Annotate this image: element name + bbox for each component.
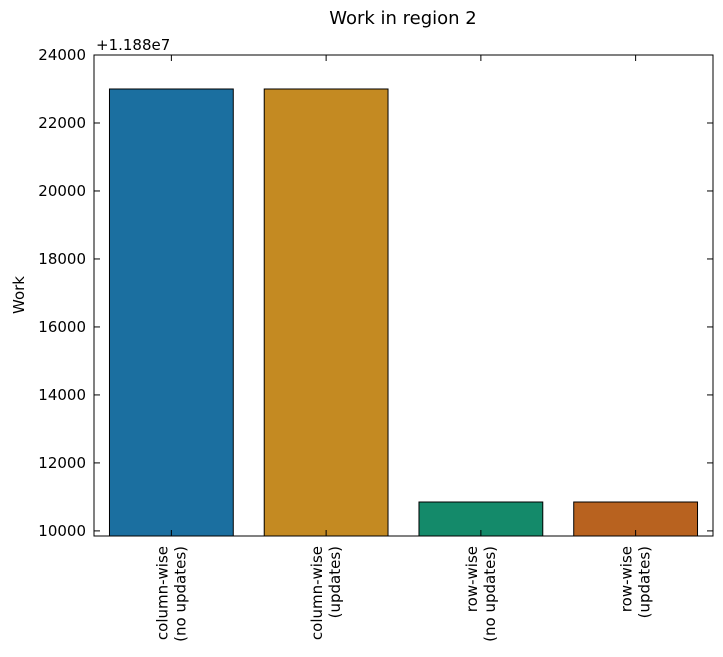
bars-group bbox=[108, 88, 699, 537]
y-tick-label-2: 12000 bbox=[38, 454, 86, 472]
x-tick-label-2-line-1: column-wise bbox=[308, 546, 326, 640]
y-axis-ticks: 10000 12000 14000 16000 18000 20000 22000 24000 bbox=[38, 46, 713, 540]
x-tick-label-1-line-2: (no updates) bbox=[171, 546, 189, 642]
x-axis-ticks: column-wise(no updates) column-wise(updat… bbox=[153, 55, 654, 642]
x-tick-label-4: row-wise(updates) bbox=[618, 546, 654, 618]
y-tick-label-5: 18000 bbox=[38, 250, 86, 268]
y-tick-label-3: 14000 bbox=[38, 386, 86, 404]
x-tick-label-2: column-wise(updates) bbox=[308, 546, 344, 640]
x-tick-label-4-line-2: (updates) bbox=[636, 546, 654, 618]
bar-1 bbox=[108, 88, 234, 537]
y-tick-label-7: 22000 bbox=[38, 114, 86, 132]
y-tick-label-8: 24000 bbox=[38, 46, 86, 64]
x-tick-label-1: column-wise(no updates) bbox=[153, 546, 189, 642]
plot-frame bbox=[93, 54, 714, 537]
x-tick-label-3-line-2: (no updates) bbox=[481, 546, 499, 642]
y-axis-label: Work bbox=[10, 276, 28, 314]
x-tick-label-3-line-1: row-wise bbox=[463, 546, 481, 612]
y-tick-label-6: 20000 bbox=[38, 182, 86, 200]
y-axis-offset-label: +1.188e7 bbox=[96, 36, 170, 54]
x-tick-label-3: row-wise(no updates) bbox=[463, 546, 499, 642]
y-tick-label-4: 16000 bbox=[38, 318, 86, 336]
x-tick-label-2-line-2: (updates) bbox=[326, 546, 344, 618]
chart-title: Work in region 2 bbox=[329, 8, 477, 29]
x-tick-label-1-line-1: column-wise bbox=[153, 546, 171, 640]
x-tick-label-4-line-1: row-wise bbox=[618, 546, 636, 612]
bar-2 bbox=[263, 88, 389, 537]
y-tick-label-1: 10000 bbox=[38, 522, 86, 540]
